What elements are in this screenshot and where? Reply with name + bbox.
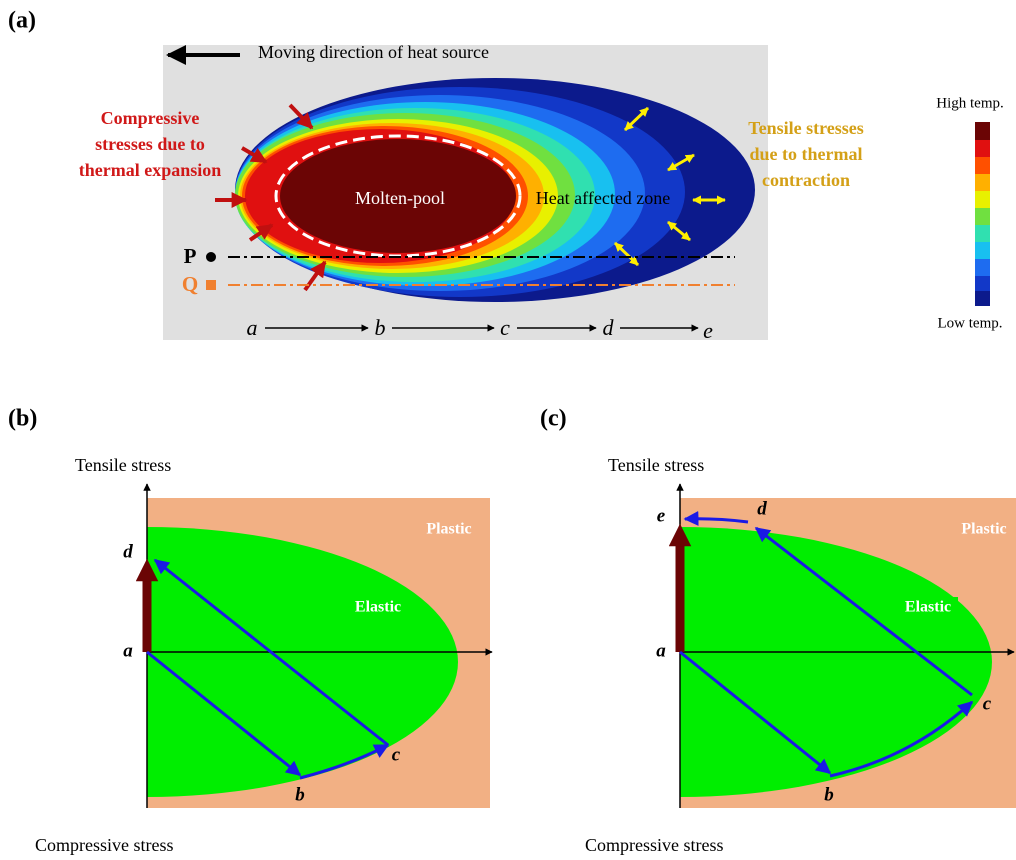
stage-label: e bbox=[703, 318, 713, 343]
panel-label: (b) bbox=[8, 406, 37, 432]
haz-label: Heat affected zone bbox=[536, 188, 671, 208]
figure: (a) Moving direction of heat source Comp… bbox=[0, 0, 1016, 860]
axis-label: Tensile stress bbox=[608, 455, 704, 475]
stage-label: a bbox=[247, 315, 258, 340]
colorbar-label: Low temp. bbox=[938, 315, 1003, 331]
region-label: Plastic bbox=[961, 521, 1006, 538]
colorbar-part bbox=[975, 140, 990, 157]
axis-label: Compressive stress bbox=[35, 835, 174, 855]
point-label: P bbox=[184, 244, 197, 268]
point-label: c bbox=[983, 693, 992, 714]
region-label: Elastic bbox=[355, 599, 401, 616]
point-label: e bbox=[657, 505, 666, 526]
heat-map bbox=[163, 45, 768, 340]
colorbar-part bbox=[975, 174, 990, 191]
point-label: Q bbox=[182, 272, 198, 296]
colorbar-part bbox=[975, 208, 990, 225]
colorbar-part bbox=[975, 276, 990, 291]
colorbar-label: High temp. bbox=[936, 95, 1004, 111]
colorbar-part bbox=[975, 191, 990, 208]
point-label: a bbox=[656, 640, 666, 661]
axis-label: Tensile stress bbox=[75, 455, 171, 475]
compressive-label: stresses due to bbox=[95, 134, 205, 154]
tensile-label: due to thermal bbox=[750, 144, 863, 164]
colorbar-part bbox=[975, 291, 990, 306]
region-label: Elastic bbox=[905, 599, 951, 616]
compressive-label: thermal expansion bbox=[79, 160, 222, 180]
panel-label: (a) bbox=[8, 8, 36, 34]
colorbar-part bbox=[975, 259, 990, 276]
point-label: b bbox=[295, 784, 305, 805]
stage-label: b bbox=[375, 315, 386, 340]
panel-label: (c) bbox=[540, 406, 567, 432]
colorbar-part bbox=[975, 122, 990, 140]
colorbar-part bbox=[975, 157, 990, 174]
track-lines-part bbox=[206, 252, 216, 262]
compressive-label: Compressive bbox=[101, 108, 200, 128]
tensile-label: contraction bbox=[762, 170, 850, 190]
stage-label: c bbox=[500, 315, 510, 340]
axis-label: Compressive stress bbox=[585, 835, 724, 855]
track-lines-part bbox=[206, 280, 216, 290]
stage-label: d bbox=[603, 315, 615, 340]
molten-pool-label: Molten-pool bbox=[355, 188, 445, 208]
colorbar bbox=[975, 122, 990, 306]
figure-part: Tensile stresses due to thermal contract… bbox=[748, 118, 864, 190]
point-label: d bbox=[123, 541, 133, 562]
point-label: d bbox=[757, 498, 767, 519]
tensile-label: Tensile stresses bbox=[748, 118, 864, 138]
colorbar-part bbox=[975, 242, 990, 259]
colorbar-part bbox=[975, 225, 990, 242]
region-label: Plastic bbox=[426, 521, 471, 538]
point-label: c bbox=[392, 744, 401, 765]
direction-label: Moving direction of heat source bbox=[258, 42, 489, 62]
point-label: b bbox=[824, 784, 834, 805]
point-label: a bbox=[123, 640, 133, 661]
